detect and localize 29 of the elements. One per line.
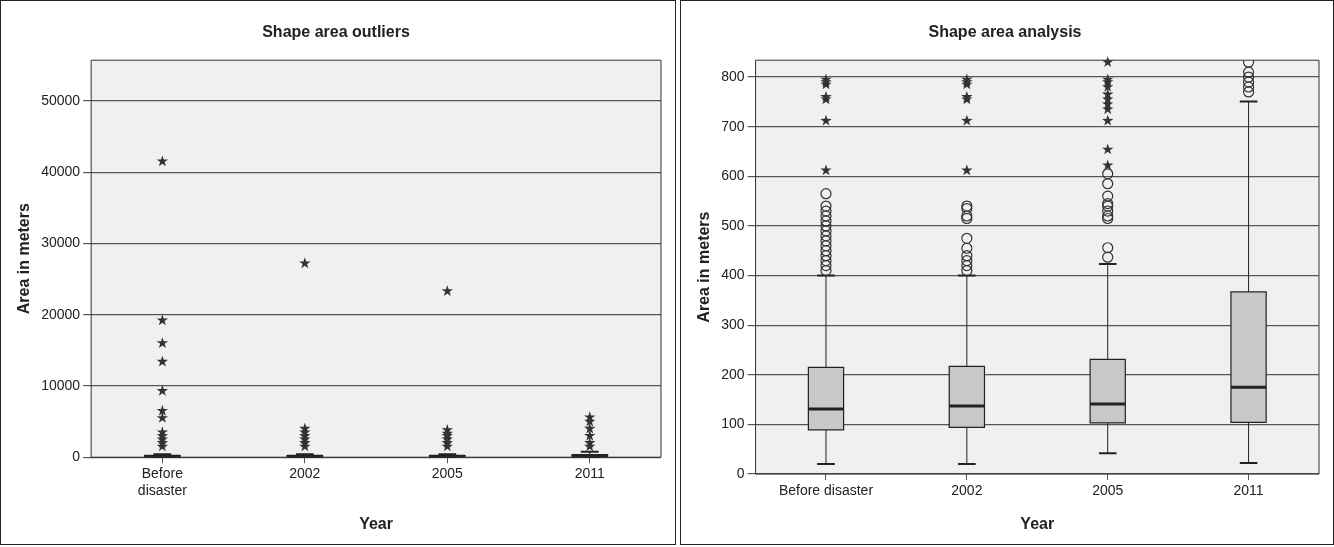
y-tick-label: 800 — [721, 67, 745, 84]
chart-title: Shape area outliers — [262, 23, 410, 41]
y-tick-label: 200 — [721, 365, 745, 382]
x-tick-label: 2002 — [289, 465, 321, 482]
y-tick-label: 400 — [721, 266, 745, 283]
x-tick-label: 2002 — [951, 482, 983, 499]
y-tick-label: 500 — [721, 216, 745, 233]
y-tick-label: 600 — [721, 167, 745, 184]
x-tick-label: Before disaster — [137, 465, 188, 499]
y-tick-label: 40000 — [41, 162, 81, 179]
chart-title: Shape area analysis — [928, 23, 1082, 41]
y-tick-label: 700 — [721, 117, 745, 134]
y-tick-label: 30000 — [41, 234, 81, 251]
x-tick-label: Before disaster — [778, 482, 874, 499]
y-tick-label: 50000 — [41, 91, 81, 108]
x-tick-label: 2011 — [574, 465, 606, 482]
y-tick-label: 0 — [72, 448, 81, 465]
x-tick-label: 2011 — [1233, 482, 1264, 499]
y-tick-label: 300 — [721, 316, 745, 333]
x-axis-title: Year — [359, 514, 393, 532]
y-axis-title: Area in meters — [15, 203, 33, 315]
x-tick-label: 2005 — [1092, 482, 1124, 499]
y-tick-label: 10000 — [41, 376, 81, 393]
y-tick-label: 20000 — [41, 305, 81, 322]
x-tick-label: 2005 — [431, 465, 464, 482]
y-tick-label: 0 — [736, 464, 745, 481]
y-axis-title: Area in meters — [695, 211, 713, 323]
x-axis-title: Year — [1020, 514, 1055, 532]
y-tick-label: 100 — [721, 415, 745, 432]
